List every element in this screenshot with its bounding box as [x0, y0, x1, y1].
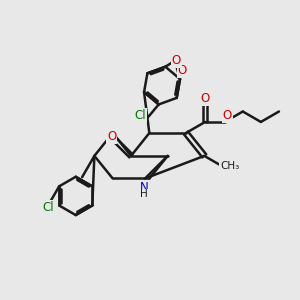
Text: O: O [223, 109, 232, 122]
Text: CH₃: CH₃ [220, 161, 239, 171]
Text: H: H [140, 189, 148, 200]
Text: O: O [200, 92, 210, 105]
Text: N: N [140, 181, 148, 194]
Text: Cl: Cl [134, 109, 146, 122]
Text: Cl: Cl [42, 201, 54, 214]
Text: O: O [178, 64, 187, 77]
Text: O: O [107, 130, 116, 143]
Text: O: O [172, 54, 181, 67]
